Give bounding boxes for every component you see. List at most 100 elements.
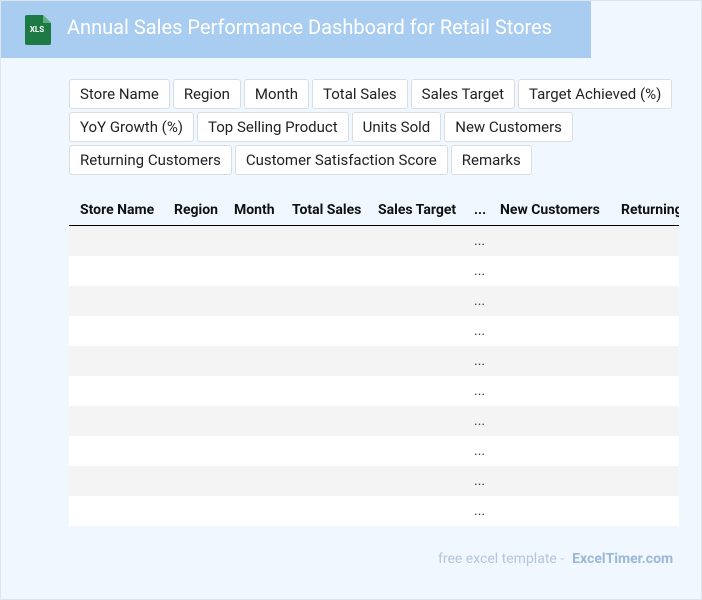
table-cell [69,225,163,256]
table-cell [281,496,367,526]
table-cell [223,406,281,436]
table-body: .............................. [69,225,679,526]
table-row: ... [69,286,679,316]
table-cell [610,286,679,316]
table-cell: ... [463,316,489,346]
table-cell [610,436,679,466]
icon-label: XLS [29,25,45,34]
table-cell [489,406,610,436]
table-cell [69,256,163,286]
table-cell [223,316,281,346]
table-cell [367,225,463,256]
table-cell [281,256,367,286]
column-header: New Customers [489,195,610,226]
table-row: ... [69,256,679,286]
table-cell [163,436,223,466]
table-row: ... [69,466,679,496]
table-cell [489,286,610,316]
table-cell [281,406,367,436]
column-tag[interactable]: Returning Customers [69,145,232,175]
table-cell [367,436,463,466]
table-cell: ... [463,436,489,466]
table-wrap: Store Name Region Month Total Sales Sales Ta… [69,195,679,526]
table-cell [610,346,679,376]
table-cell [281,286,367,316]
table-cell: ... [463,496,489,526]
table-cell [281,436,367,466]
table-row: ... [69,406,679,436]
table-cell [281,376,367,406]
table-cell [163,406,223,436]
column-tag[interactable]: Region [172,79,241,109]
column-tag[interactable]: Top Selling Product [197,112,349,142]
column-tag[interactable]: Sales Target [410,79,516,109]
table-cell: ... [463,225,489,256]
table-cell [489,466,610,496]
table-cell [489,256,610,286]
table-cell [489,225,610,256]
column-tag[interactable]: Month [243,79,310,109]
table-cell [367,466,463,496]
table-cell [163,225,223,256]
table-row: ... [69,496,679,526]
column-tags: Store Name Region Month Total Sales Sales Ta… [69,79,679,175]
table-cell [223,496,281,526]
table-cell [163,496,223,526]
table-cell [163,346,223,376]
icon-shape [25,15,51,45]
table-cell [367,316,463,346]
table-cell [69,466,163,496]
table-row: ... [69,316,679,346]
column-tag[interactable]: Remarks [450,145,532,175]
table-cell [610,376,679,406]
table-cell: ... [463,286,489,316]
column-header: Sales Target [367,195,463,226]
title: Annual Sales Performance Dashboard for R… [67,15,552,39]
table-cell: ... [463,376,489,406]
table-cell [610,496,679,526]
table-row: ... [69,436,679,466]
column-tag[interactable]: Target Achieved (%) [518,79,673,109]
table-row: ... [69,346,679,376]
column-tag[interactable]: Units Sold [351,112,442,142]
table-cell: ... [463,466,489,496]
data-table: Store Name Region Month Total Sales Sales Ta… [69,195,679,526]
header-bar: XLS Annual Sales Performance Dashboard f… [1,1,591,58]
column-header: ... [463,195,489,226]
table-row: ... [69,225,679,256]
header-row: Store Name Region Month Total Sales Sales Ta… [69,195,679,226]
table-cell: ... [463,406,489,436]
table-cell [367,406,463,436]
table-cell [610,225,679,256]
table-cell [367,496,463,526]
table-cell [281,316,367,346]
table-cell [163,466,223,496]
table-cell [69,436,163,466]
column-tag[interactable]: New Customers [444,112,573,142]
table-cell [223,376,281,406]
column-header: Store Name [69,195,163,226]
footer-text: free excel template - [438,551,565,567]
table-cell [163,316,223,346]
table-cell [223,436,281,466]
table-cell: ... [463,346,489,376]
column-tag[interactable]: YoY Growth (%) [69,112,195,142]
table-cell [163,376,223,406]
table-cell [489,496,610,526]
table-cell [489,436,610,466]
table-cell [223,346,281,376]
footer-link[interactable]: ExcelTimer.com [572,551,674,567]
table-cell [163,286,223,316]
column-tag[interactable]: Customer Satisfaction Score [234,145,448,175]
table-cell [69,316,163,346]
table-cell [69,496,163,526]
table-cell [281,346,367,376]
footer: free excel template - ExcelTimer.com [438,551,673,567]
table-cell [281,466,367,496]
column-tag[interactable]: Store Name [69,79,170,109]
file-icon: XLS [23,15,51,45]
column-header: Month [223,195,281,226]
column-tag[interactable]: Total Sales [312,79,408,109]
table-cell [489,376,610,406]
